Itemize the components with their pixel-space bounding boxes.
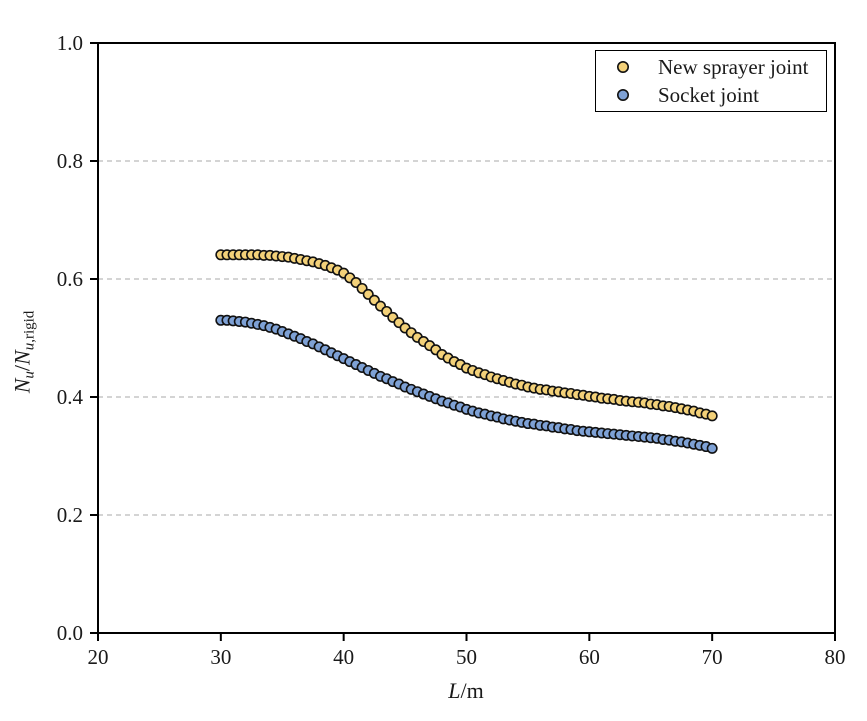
y-axis-n2: N: [9, 350, 35, 365]
legend-marker-socket-icon: [617, 89, 629, 101]
y-tick-label-1.0: 1.0: [57, 31, 83, 55]
x-tick-label-50: 50: [456, 645, 477, 669]
legend-item-new-sprayer-joint: New sprayer joint: [596, 53, 826, 81]
data-point-new-sprayer-joint: [706, 410, 718, 422]
plot-frame: [97, 42, 836, 634]
x-tick-label-70: 70: [702, 645, 723, 669]
y-axis-sub2-rest: ,rigid: [21, 310, 38, 343]
y-tick-label-0.6: 0.6: [57, 267, 83, 291]
x-tick-label-40: 40: [333, 645, 354, 669]
legend-label-new-sprayer-joint: New sprayer joint: [658, 55, 809, 79]
y-tick-label-0.2: 0.2: [57, 503, 83, 527]
y-axis-slash: /: [9, 364, 35, 372]
legend-marker-new-sprayer-circle: [617, 61, 629, 73]
x-tick-label-80: 80: [825, 645, 846, 669]
y-axis-sub1: u: [21, 371, 38, 379]
x-tick-label-30: 30: [210, 645, 231, 669]
y-axis-sub2-var: u: [21, 342, 38, 351]
x-tick-label-20: 20: [88, 645, 109, 669]
legend-marker-new-sprayer-icon: [617, 61, 629, 73]
x-axis-slash: /: [460, 678, 467, 703]
legend-label-socket-joint: Socket joint: [658, 83, 759, 107]
legend-item-socket-joint: Socket joint: [596, 81, 826, 109]
x-tick-label-60: 60: [579, 645, 600, 669]
y-tick-label-0.4: 0.4: [57, 385, 84, 409]
y-tick-label-0.0: 0.0: [57, 621, 83, 645]
y-tick-label-0.8: 0.8: [57, 149, 83, 173]
data-point-socket-joint: [706, 442, 718, 454]
legend-box: New sprayer joint Socket joint: [595, 50, 827, 112]
y-axis-n1: N: [9, 378, 35, 394]
x-axis-label: L/m: [448, 678, 484, 704]
x-axis-unit: m: [466, 678, 484, 703]
legend-marker-socket-circle: [617, 89, 629, 101]
y-axis-label: Nu/Nu,rigid: [10, 311, 39, 394]
x-axis-variable: L: [448, 678, 461, 703]
